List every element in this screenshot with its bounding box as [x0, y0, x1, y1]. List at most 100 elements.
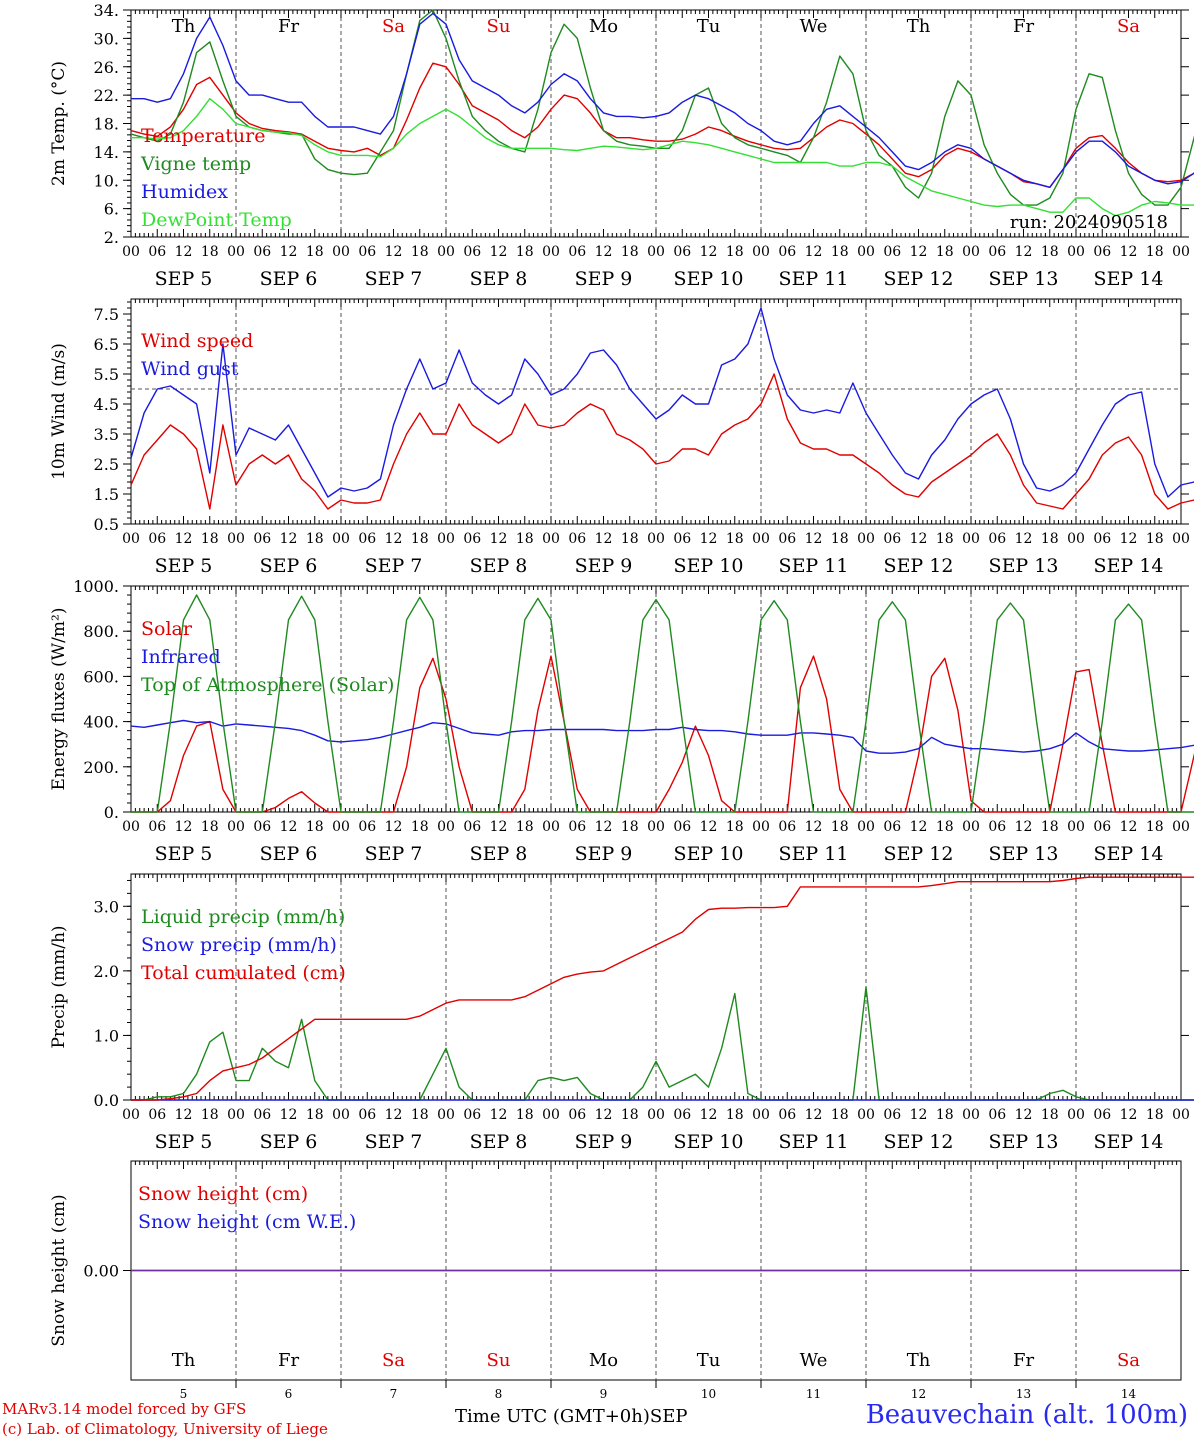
date-label: SEP 6 — [260, 268, 318, 290]
series-line-temperature — [130, 62, 1194, 189]
date-label: SEP 12 — [884, 268, 954, 290]
day-name: Sa — [382, 16, 405, 37]
hour-tick-label: 12 — [1015, 1107, 1033, 1123]
date-label: SEP 6 — [260, 1131, 318, 1153]
hour-tick-label: 12 — [595, 819, 613, 835]
hour-tick-label: 18 — [831, 244, 849, 260]
y-tick-label: 30. — [94, 29, 119, 48]
hour-tick-label: 00 — [332, 531, 350, 547]
hour-tick-label: 18 — [411, 1107, 429, 1123]
hour-tick-label: 12 — [595, 244, 613, 260]
date-label: SEP 7 — [365, 843, 423, 865]
y-tick-label: 6.5 — [94, 335, 119, 354]
hour-tick-label: 12 — [1120, 1107, 1138, 1123]
hour-tick-label: 18 — [1041, 531, 1059, 547]
hour-tick-label: 12 — [910, 244, 928, 260]
hour-tick-label: 18 — [411, 244, 429, 260]
hour-tick-label: 18 — [306, 1107, 324, 1123]
hour-tick-label: 18 — [1041, 819, 1059, 835]
day-name-bottom: Su — [487, 1350, 511, 1371]
hour-tick-label: 06 — [148, 244, 166, 260]
hour-tick-label: 06 — [673, 819, 691, 835]
hour-tick-label: 06 — [568, 531, 586, 547]
hour-tick-label: 06 — [1093, 244, 1111, 260]
hour-tick-label: 06 — [463, 531, 481, 547]
station-name: Beauvechain (alt. 100m) — [865, 1400, 1188, 1430]
y-tick-label: 1.5 — [94, 485, 119, 504]
y-tick-label: 3.0 — [94, 897, 119, 916]
date-label: SEP 5 — [155, 268, 213, 290]
date-label: SEP 14 — [1094, 1131, 1164, 1153]
hour-tick-label: 12 — [280, 1107, 298, 1123]
legend-entry: Wind speed — [141, 330, 253, 352]
hour-tick-label: 06 — [883, 531, 901, 547]
hour-tick-label: 12 — [175, 531, 193, 547]
y-tick-label: 4.5 — [94, 395, 119, 414]
hour-tick-label: 06 — [253, 1107, 271, 1123]
date-label: SEP 6 — [260, 843, 318, 865]
hour-tick-label: 12 — [385, 819, 403, 835]
hour-tick-label: 00 — [542, 244, 560, 260]
hour-tick-label: 00 — [857, 244, 875, 260]
time-axis-title: Time UTC (GMT+0h) — [455, 1406, 650, 1427]
hour-tick-label: 12 — [805, 819, 823, 835]
day-number-bottom: 8 — [495, 1387, 503, 1401]
hour-tick-label: 18 — [1041, 1107, 1059, 1123]
legend-entry: Snow height (cm W.E.) — [138, 1211, 356, 1233]
hour-tick-label: 12 — [1120, 531, 1138, 547]
date-label: SEP 14 — [1094, 268, 1164, 290]
hour-tick-label: 06 — [568, 1107, 586, 1123]
day-name-bottom: Th — [172, 1350, 196, 1371]
hour-tick-label: 12 — [280, 244, 298, 260]
hour-tick-label: 06 — [673, 531, 691, 547]
hour-tick-label: 00 — [227, 244, 245, 260]
hour-tick-label: 06 — [358, 819, 376, 835]
hour-tick-label: 18 — [201, 531, 219, 547]
hour-tick-label: 00 — [1067, 531, 1085, 547]
date-label: SEP 7 — [365, 1131, 423, 1153]
hour-tick-label: 18 — [1146, 244, 1164, 260]
hour-tick-label: 12 — [175, 244, 193, 260]
date-label: SEP 13 — [989, 843, 1059, 865]
hour-tick-label: 00 — [647, 531, 665, 547]
legend-entry: Snow precip (mm/h) — [141, 934, 337, 956]
day-name: Th — [907, 16, 931, 37]
date-label: SEP 11 — [779, 268, 849, 290]
hour-tick-label: 00 — [437, 819, 455, 835]
legend-entry: Solar — [141, 618, 193, 640]
y-tick-label: 800. — [83, 622, 119, 641]
day-name: We — [800, 16, 828, 37]
hour-tick-label: 00 — [1067, 1107, 1085, 1123]
hour-tick-label: 00 — [437, 244, 455, 260]
hour-tick-label: 12 — [700, 531, 718, 547]
date-label: SEP 9 — [575, 555, 633, 577]
day-name: Sa — [1117, 16, 1140, 37]
hour-tick-label: 00 — [122, 819, 140, 835]
hour-tick-label: 06 — [358, 1107, 376, 1123]
hour-tick-label: 12 — [1120, 244, 1138, 260]
hour-tick-label: 00 — [332, 244, 350, 260]
y-tick-label: 22. — [94, 86, 119, 105]
hour-tick-label: 06 — [778, 819, 796, 835]
hour-tick-label: 12 — [175, 1107, 193, 1123]
hour-tick-label: 12 — [910, 531, 928, 547]
hour-tick-label-end: 00 — [1172, 244, 1190, 260]
hour-tick-label: 00 — [227, 1107, 245, 1123]
hour-tick-label: 18 — [201, 1107, 219, 1123]
hour-tick-label: 12 — [910, 819, 928, 835]
series-line-top-of-atmosphere-solar- — [131, 594, 1194, 813]
hour-tick-label: 00 — [1067, 244, 1085, 260]
hour-tick-label: 18 — [1146, 531, 1164, 547]
hour-tick-label-end: 00 — [1172, 531, 1190, 547]
hour-tick-label: 06 — [988, 1107, 1006, 1123]
date-label: SEP 5 — [155, 1131, 213, 1153]
hour-tick-label: 00 — [227, 819, 245, 835]
legend-entry: Vigne temp — [140, 153, 251, 175]
credit-line-model: MARv3.14 model forced by GFS — [2, 1400, 247, 1418]
day-name: Fr — [1013, 16, 1034, 37]
hour-tick-label: 06 — [463, 819, 481, 835]
hour-tick-label: 18 — [621, 531, 639, 547]
y-tick-label: 7.5 — [94, 305, 119, 324]
run-annotation: run: 2024090518 — [1010, 212, 1168, 233]
hour-tick-label: 06 — [988, 244, 1006, 260]
